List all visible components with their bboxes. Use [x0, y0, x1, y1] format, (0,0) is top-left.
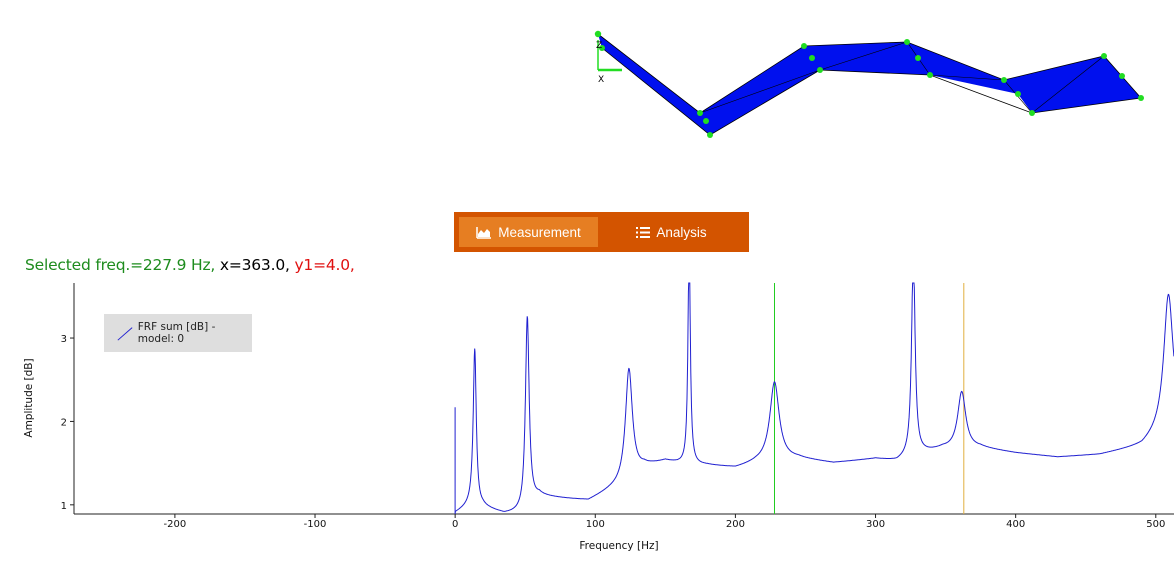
frf-curve	[454, 282, 1174, 515]
mode-shape-3d-view[interactable]: Z X	[580, 20, 1160, 150]
y-tick-label: 2	[61, 417, 67, 428]
axis-z-label: Z	[596, 41, 602, 51]
chart-axes	[70, 283, 1174, 518]
model-nodes	[594, 30, 1144, 138]
x-axis-label: Frequency [Hz]	[579, 540, 658, 552]
frf-sum-line	[454, 282, 1174, 515]
y-tick-label: 1	[61, 501, 67, 512]
frequency-markers	[773, 283, 965, 514]
chart-legend[interactable]: FRF sum [dB] - model: 0	[104, 314, 252, 352]
x-tick-label: -200	[164, 519, 187, 530]
view-tab-bar: Measurement Analysis	[454, 212, 749, 252]
x-tick-label: 300	[866, 519, 885, 530]
axis-x-label: X	[598, 75, 604, 85]
x-tick-label: 0	[452, 519, 458, 530]
legend-line-icon	[117, 327, 133, 341]
x-tick-label: 400	[1006, 519, 1025, 530]
tick-labels: -200 -100 0 100 200 300 400 500 1 2 3	[61, 334, 1166, 530]
selected-x-text: x=363.0,	[215, 256, 290, 274]
y-tick-label: 3	[61, 334, 67, 345]
tab-analysis-label: Analysis	[656, 224, 707, 240]
selected-y-text: y1=4.0,	[289, 256, 355, 274]
y-axis-label: Amplitude [dB]	[23, 358, 35, 437]
area-chart-icon	[476, 226, 492, 239]
x-tick-label: 100	[586, 519, 605, 530]
x-tick-label: 500	[1146, 519, 1165, 530]
list-icon	[636, 226, 651, 238]
tab-measurement-label: Measurement	[498, 224, 581, 240]
selected-frequency-text: Selected freq.=227.9 Hz,	[25, 256, 216, 274]
tab-analysis[interactable]: Analysis	[598, 217, 745, 247]
legend-entry-label: FRF sum [dB] - model: 0	[137, 321, 216, 345]
x-tick-label: 200	[726, 519, 745, 530]
selection-readout: Selected freq.=227.9 Hz, x=363.0, y1=4.0…	[25, 256, 355, 274]
tab-measurement[interactable]: Measurement	[459, 217, 599, 247]
x-tick-label: -100	[304, 519, 327, 530]
frf-chart[interactable]: -200 -100 0 100 200 300 400 500 1 2 3 Frequency [H…	[0, 280, 1174, 562]
